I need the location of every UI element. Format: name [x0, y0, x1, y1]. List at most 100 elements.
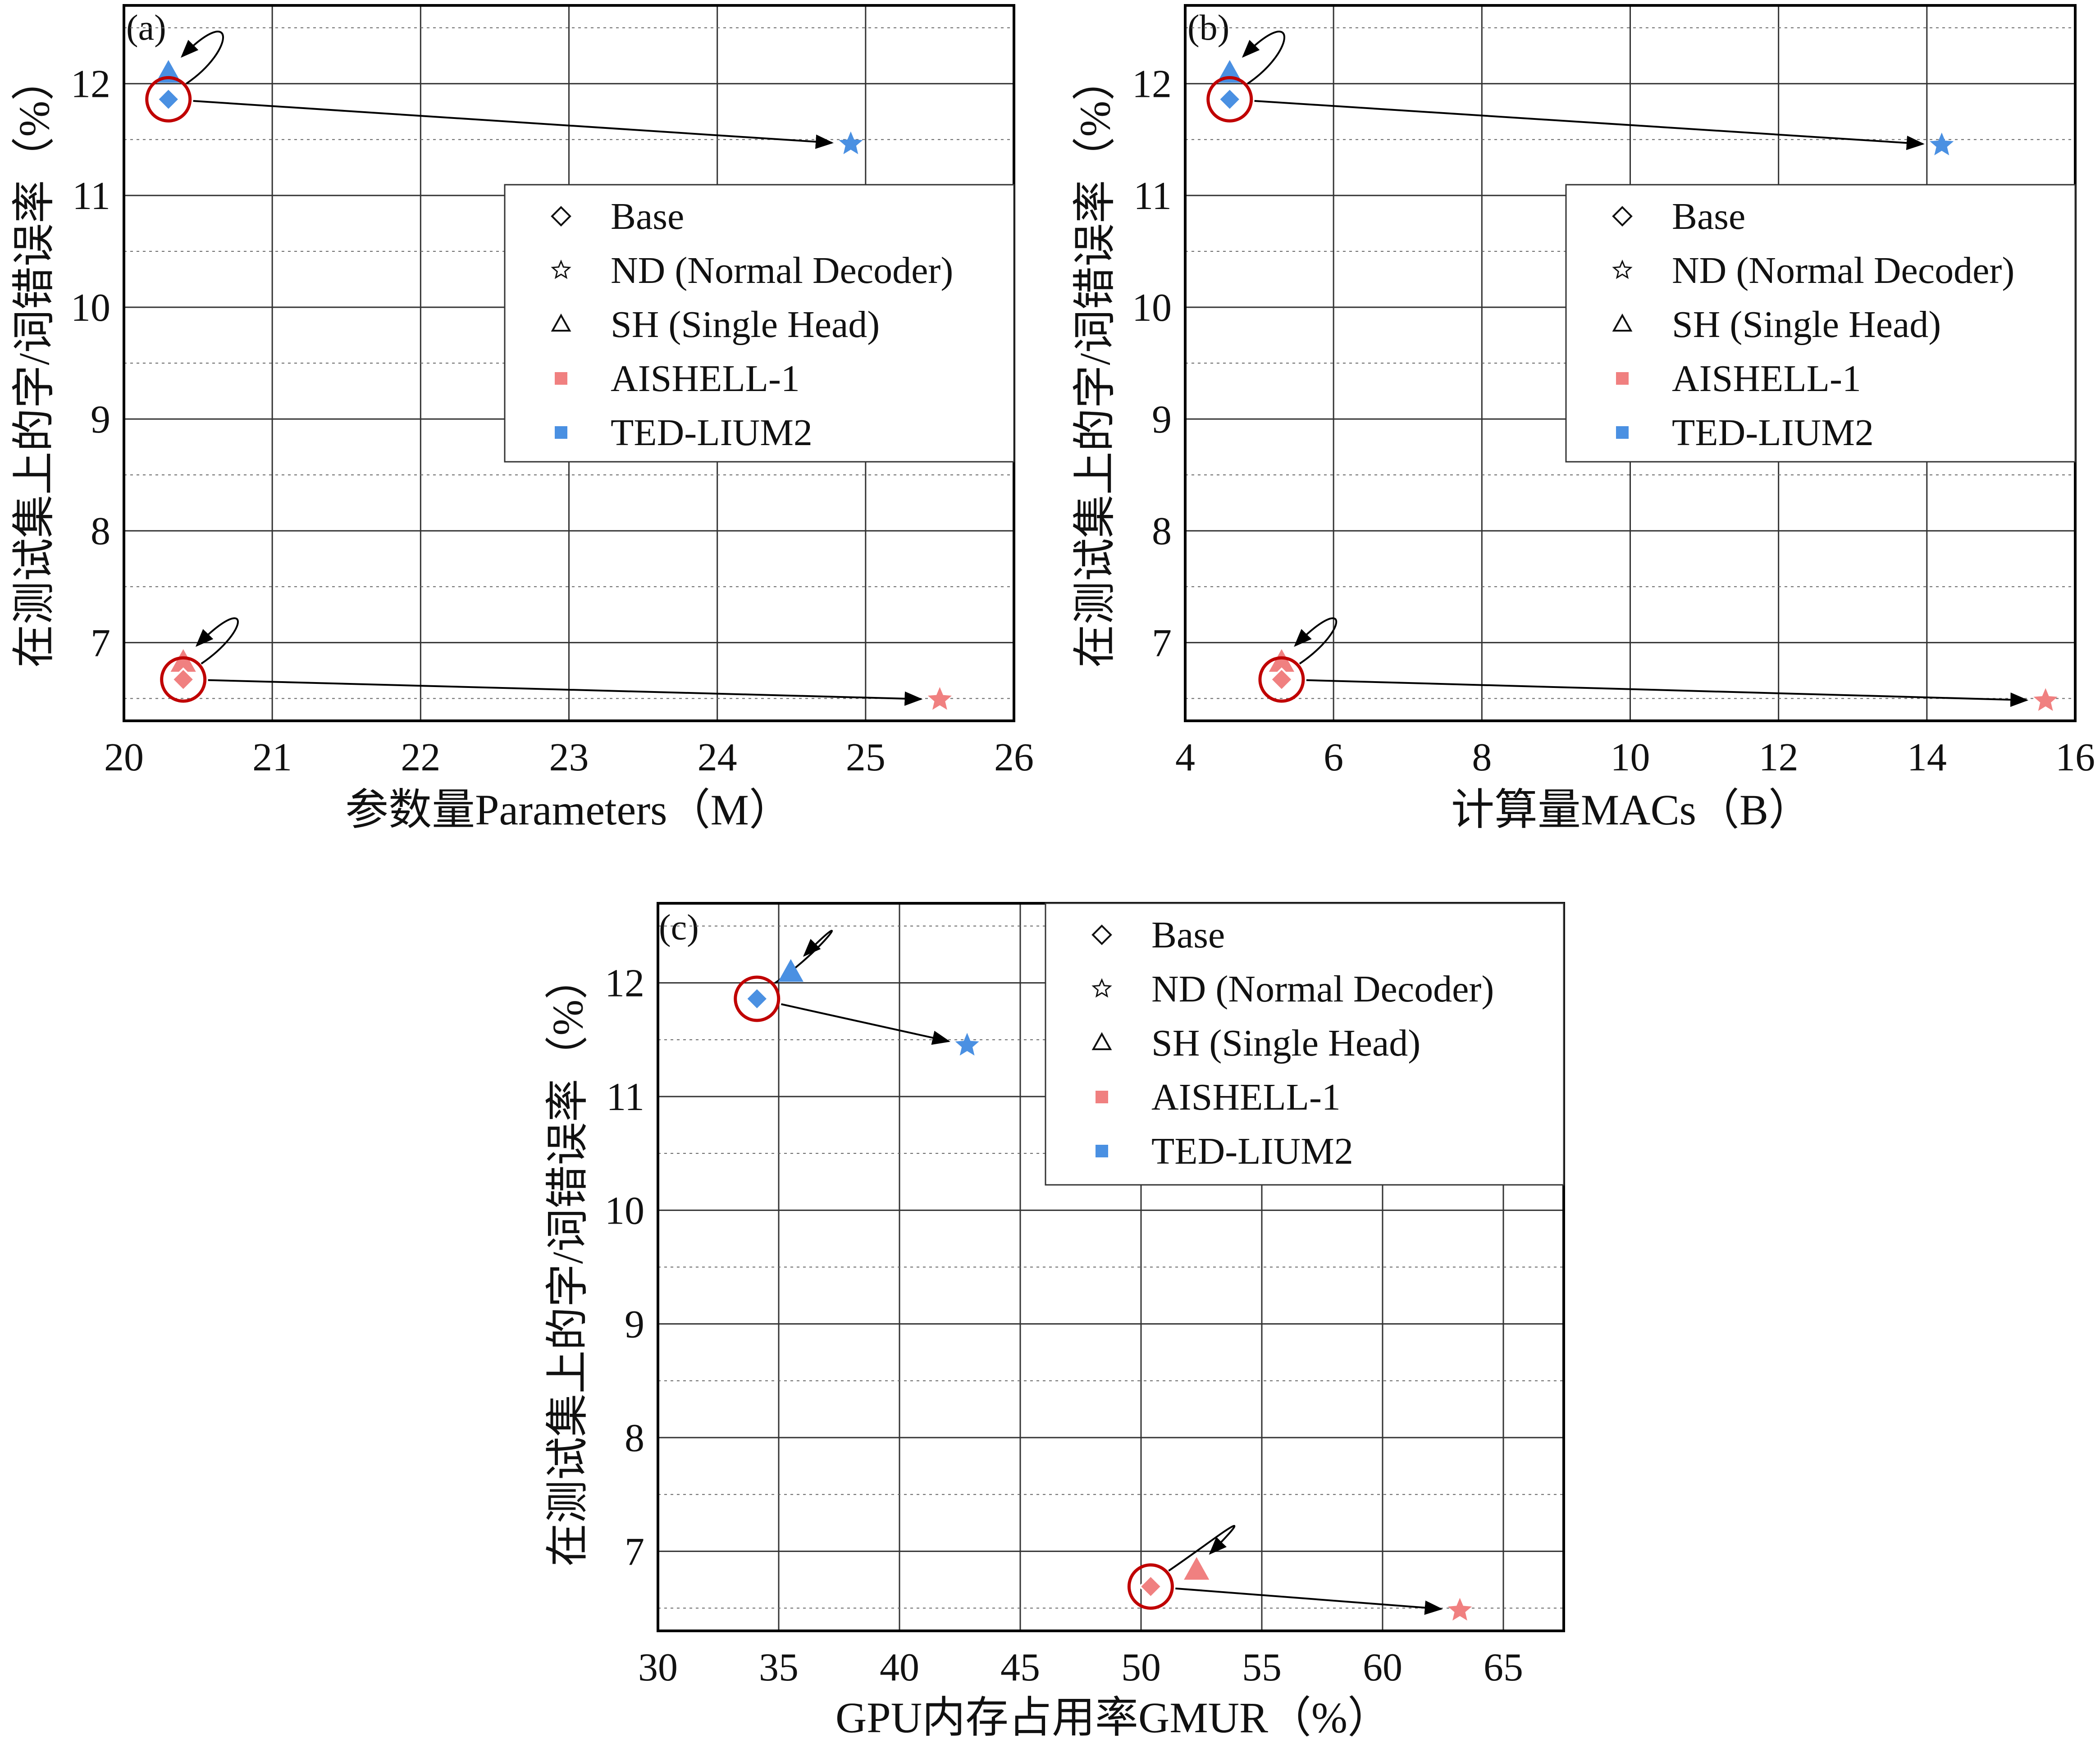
x-tick-label: 22 [401, 736, 440, 779]
y-tick-label: 11 [1133, 174, 1172, 218]
legend-marker [1612, 206, 1633, 227]
base-highlight-ring [1258, 656, 1305, 703]
arrow-base-to-sh [1242, 31, 1285, 85]
arrow-base-to-sh [1294, 617, 1338, 665]
legend-label: ND (Normal Decoder) [1672, 250, 2014, 291]
arrow-base-to-nd [1306, 679, 2029, 707]
x-tick-label: 40 [880, 1646, 919, 1689]
y-tick-label: 8 [1152, 510, 1172, 553]
legend-label: AISHELL-1 [1672, 358, 1861, 400]
legend-marker [1091, 1032, 1112, 1050]
legend-label: SH (Single Head) [1151, 1022, 1420, 1064]
data-point-sh [1184, 1557, 1210, 1580]
legend-label: SH (Single Head) [1672, 304, 1941, 346]
legend-marker [551, 259, 571, 279]
data-point-nd [2033, 688, 2058, 711]
legend-box [1045, 902, 1565, 1186]
arrow-base-to-nd [781, 1003, 950, 1045]
legend-label: TED-LIUM2 [1672, 412, 1874, 454]
y-tick-label: 11 [606, 1075, 644, 1119]
x-tick-label: 23 [549, 736, 589, 779]
panel-a: (a) 参数量Parameters（M） 在测试集上的字/词错误率（%） 20 2… [10, 4, 1034, 834]
x-tick-label: 35 [759, 1646, 799, 1689]
x-tick-label: 8 [1472, 736, 1492, 779]
y-tick-label: 12 [71, 63, 110, 106]
legend: Base ND (Normal Decoder) SH (Single Head) A… [1565, 184, 2076, 463]
legend-label: SH (Single Head) [611, 304, 880, 346]
x-tick-label: 4 [1175, 736, 1195, 779]
legend-marker [1096, 1091, 1108, 1103]
x-tick-label: 10 [1611, 736, 1650, 779]
y-tick-label: 10 [605, 1189, 644, 1233]
legend-label: ND (Normal Decoder) [611, 250, 953, 291]
x-tick-label: 25 [846, 736, 886, 779]
legend-label: AISHELL-1 [611, 358, 800, 400]
legend-marker [1091, 978, 1112, 998]
x-tick-label: 12 [1759, 736, 1799, 779]
arrow-base-to-sh [1168, 1525, 1236, 1572]
legend-marker [1091, 924, 1112, 945]
base-highlight-ring [1206, 76, 1253, 123]
legend-marker [1096, 1145, 1108, 1157]
x-axis-label-c: GPU内存占用率GMUR（%） [835, 1693, 1391, 1742]
y-tick-label: 12 [605, 962, 644, 1006]
data-point-base [156, 87, 181, 112]
panel-b: (b) 计算量MACs（B） 在测试集上的字/词错误率（%） 4 6 8 10 12 14… [1071, 4, 2095, 834]
legend-label: ND (Normal Decoder) [1151, 968, 1494, 1010]
legend-box [1565, 184, 2076, 463]
x-axis-label-b: 计算量MACs（B） [1451, 786, 1812, 834]
legend-label: Base [1151, 914, 1225, 956]
panel-c: (c) GPU内存占用率GMUR（%） 在测试集上的字/词错误率（%） 30 35… [543, 902, 1565, 1742]
data-point-nd [1930, 132, 1954, 155]
legend: Base ND (Normal Decoder) SH (Single Head) A… [1045, 902, 1565, 1186]
x-axis-label-a: 参数量Parameters（M） [345, 786, 792, 834]
y-tick-label: 10 [71, 286, 110, 330]
x-tick-label: 65 [1484, 1646, 1523, 1689]
y-tick-label: 9 [1152, 398, 1172, 442]
x-tick-label: 26 [994, 736, 1034, 779]
y-tick-label: 7 [1152, 621, 1172, 665]
y-axis-label-c: 在测试集上的字/词错误率（%） [543, 956, 592, 1567]
panel-label-b: (b) [1187, 8, 1229, 48]
legend-marker [1612, 313, 1633, 332]
x-tick-label: 55 [1242, 1646, 1282, 1689]
panel-label-c: (c) [659, 908, 699, 947]
data-point-base [171, 667, 196, 692]
legend-marker [1616, 372, 1629, 385]
x-tick-label: 24 [698, 736, 737, 779]
y-axis-label-b: 在测试集上的字/词错误率（%） [1071, 58, 1119, 668]
y-tick-label: 7 [625, 1530, 644, 1574]
data-point-nd [955, 1033, 979, 1056]
y-tick-label: 10 [1132, 286, 1172, 330]
legend-marker [551, 206, 571, 227]
x-tick-label: 16 [2055, 736, 2095, 779]
legend-label: Base [611, 196, 684, 237]
data-point-base [1138, 1574, 1163, 1599]
base-highlight-ring [145, 76, 192, 123]
x-tick-label: 14 [1907, 736, 1947, 779]
arrow-base-to-sh [195, 617, 239, 665]
legend-label: TED-LIUM2 [611, 412, 813, 454]
legend-box [504, 184, 1015, 463]
y-tick-label: 12 [1132, 63, 1172, 106]
base-highlight-ring [1127, 1563, 1174, 1610]
data-point-base [1217, 87, 1242, 112]
arrow-base-to-sh [180, 31, 224, 85]
data-point-sh [778, 959, 803, 982]
data-point-nd [1448, 1598, 1472, 1621]
legend-label: TED-LIUM2 [1151, 1130, 1353, 1172]
y-tick-label: 11 [72, 174, 110, 218]
y-tick-label: 9 [625, 1303, 644, 1347]
data-point-base [744, 987, 769, 1011]
data-point-base [1269, 667, 1294, 692]
legend-marker [555, 372, 567, 385]
legend-marker [555, 426, 567, 439]
base-highlight-ring [160, 656, 207, 703]
x-tick-label: 50 [1121, 1646, 1161, 1689]
arrow-base-to-nd [193, 100, 834, 149]
y-axis-label-a: 在测试集上的字/词错误率（%） [10, 58, 58, 668]
legend-marker [1612, 259, 1633, 279]
legend-label: Base [1672, 196, 1745, 237]
x-tick-label: 45 [1000, 1646, 1040, 1689]
